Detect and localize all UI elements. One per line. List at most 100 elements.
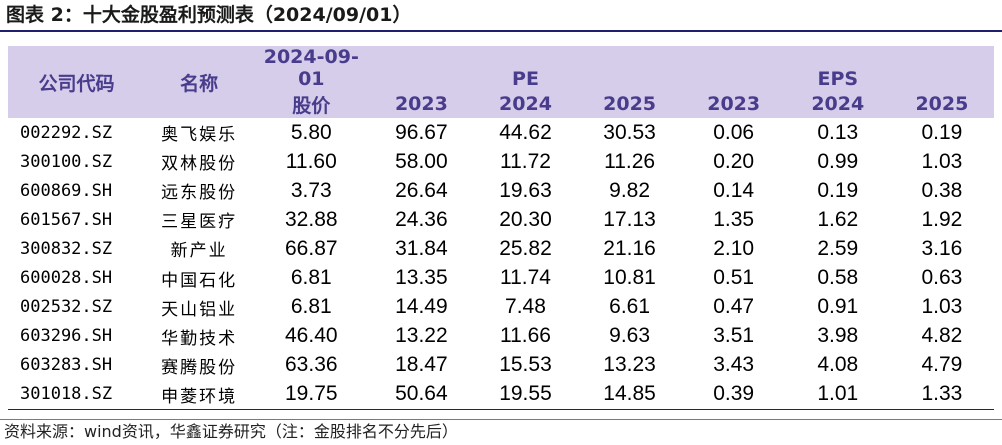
cell-price: 11.60	[285, 149, 337, 173]
header-eps-group: EPS	[681, 46, 994, 90]
cell-name: 赛腾股份	[161, 357, 238, 378]
cell-eps-2023: 0.14	[713, 178, 755, 202]
cell-eps-2024: 3.98	[817, 324, 859, 348]
cell-code: 603283.SH	[20, 355, 113, 376]
cell-eps-2024: 0.91	[817, 295, 859, 319]
title-divider	[0, 30, 1002, 32]
cell-name: 远东股份	[161, 183, 238, 204]
table-row: 002532.SZ 天山铝业 6.81 14.49 7.48 6.61 0.47…	[8, 293, 994, 322]
header-company-name: 名称	[145, 46, 254, 118]
cell-price: 66.87	[285, 236, 338, 260]
cell-eps-2024: 1.62	[817, 207, 859, 231]
cell-code: 300100.SZ	[20, 151, 113, 172]
cell-pe-2023: 13.22	[395, 324, 448, 348]
cell-pe-2024: 19.63	[499, 178, 552, 202]
cell-pe-2024: 7.48	[505, 295, 546, 319]
cell-price: 63.36	[285, 353, 338, 377]
table-row: 301018.SZ 申菱环境 19.75 50.64 19.55 14.85 0…	[8, 379, 994, 410]
cell-pe-2024: 11.72	[499, 149, 551, 173]
header-company-code: 公司代码	[8, 46, 146, 118]
source-footnote: 资料来源：wind资讯，华鑫证券研究（注：金股排名不分先后）	[4, 422, 458, 441]
header-pe-year: 2024	[473, 90, 578, 118]
table-row: 603296.SH 华勤技术 46.40 13.22 11.66 9.63 3.…	[8, 322, 994, 351]
table-row: 603283.SH 赛腾股份 63.36 18.47 15.53 13.23 3…	[8, 351, 994, 380]
header-pe-year: 2023	[369, 90, 474, 118]
cell-eps-2024: 0.13	[817, 120, 859, 144]
cell-eps-2023: 1.35	[713, 207, 755, 231]
cell-eps-2025: 0.63	[921, 266, 963, 290]
table-header: 公司代码 名称 2024-09-01 PE EPS 股价 2023 2024 2…	[8, 46, 994, 118]
cell-code: 603296.SH	[20, 326, 113, 347]
figure-title: 图表 2：十大金股盈利预测表（2024/09/01）	[6, 4, 412, 26]
cell-eps-2025: 0.38	[921, 178, 963, 202]
cell-name: 三星医疗	[161, 212, 238, 233]
cell-name: 华勤技术	[161, 328, 238, 349]
cell-pe-2023: 13.35	[395, 266, 448, 290]
table-body: 002292.SZ 奥飞娱乐 5.80 96.67 44.62 30.53 0.…	[8, 118, 994, 410]
cell-pe-2025: 11.26	[604, 149, 656, 173]
cell-pe-2025: 10.81	[603, 266, 656, 290]
cell-pe-2025: 14.85	[577, 379, 682, 410]
header-pe-group: PE	[369, 46, 682, 90]
cell-code: 600869.SH	[20, 180, 113, 201]
header-eps-year: 2025	[889, 90, 994, 118]
cell-pe-2024: 20.30	[499, 207, 552, 231]
cell-eps-2023: 0.39	[681, 379, 786, 410]
cell-eps-2023: 3.43	[713, 353, 755, 377]
cell-price: 5.80	[290, 120, 332, 144]
table-row: 600028.SH 中国石化 6.81 13.35 11.74 10.81 0.…	[8, 263, 994, 292]
cell-pe-2025: 21.16	[603, 236, 656, 260]
cell-code: 300832.SZ	[20, 238, 113, 259]
cell-code: 601567.SH	[20, 209, 113, 230]
cell-pe-2024: 11.74	[499, 266, 551, 290]
cell-pe-2023: 14.49	[395, 295, 448, 319]
cell-eps-2025: 4.82	[921, 324, 963, 348]
cell-pe-2025: 30.53	[603, 120, 656, 144]
cell-code: 002292.SZ	[20, 122, 113, 143]
cell-pe-2023: 96.67	[395, 120, 448, 144]
cell-eps-2025: 1.03	[921, 295, 963, 319]
cell-pe-2025: 17.13	[603, 207, 656, 231]
cell-eps-2024: 2.59	[817, 236, 859, 260]
cell-price: 3.73	[290, 178, 332, 202]
header-price-label: 股价	[253, 90, 370, 118]
forecast-table-container: 公司代码 名称 2024-09-01 PE EPS 股价 2023 2024 2…	[8, 46, 994, 410]
cell-pe-2024: 11.66	[499, 324, 551, 348]
cell-eps-2024: 0.19	[817, 178, 859, 202]
cell-pe-2024: 25.82	[499, 236, 552, 260]
cell-pe-2023: 26.64	[395, 178, 448, 202]
table-row: 600869.SH 远东股份 3.73 26.64 19.63 9.82 0.1…	[8, 176, 994, 205]
header-price-date: 2024-09-01	[253, 46, 370, 90]
table-row: 300832.SZ 新产业 66.87 31.84 25.82 21.16 2.…	[8, 234, 994, 263]
cell-price: 6.81	[290, 266, 332, 290]
cell-eps-2025: 1.92	[921, 207, 963, 231]
cell-eps-2023: 0.47	[713, 295, 755, 319]
cell-pe-2025: 6.61	[609, 295, 651, 319]
earnings-forecast-table: 公司代码 名称 2024-09-01 PE EPS 股价 2023 2024 2…	[8, 46, 994, 410]
cell-pe-2024: 15.53	[499, 353, 552, 377]
cell-eps-2025: 1.03	[921, 149, 963, 173]
cell-eps-2025: 3.16	[921, 236, 963, 260]
cell-pe-2023: 24.36	[395, 207, 448, 231]
cell-code: 002532.SZ	[20, 297, 113, 318]
cell-eps-2024: 0.58	[817, 266, 859, 290]
cell-eps-2023: 2.10	[713, 236, 755, 260]
cell-pe-2023: 50.64	[369, 379, 474, 410]
cell-pe-2025: 9.63	[609, 324, 651, 348]
cell-code: 600028.SH	[20, 268, 113, 289]
cell-eps-2024: 0.99	[817, 149, 859, 173]
cell-name: 天山铝业	[161, 299, 238, 320]
cell-eps-2023: 0.06	[713, 120, 755, 144]
cell-pe-2023: 58.00	[395, 149, 448, 173]
table-row: 300100.SZ 双林股份 11.60 58.00 11.72 11.26 0…	[8, 147, 994, 176]
cell-pe-2023: 31.84	[395, 236, 448, 260]
header-eps-year: 2024	[785, 90, 890, 118]
footnote-divider	[0, 419, 1002, 420]
cell-eps-2025: 0.19	[921, 120, 963, 144]
cell-eps-2023: 3.51	[713, 324, 755, 348]
header-pe-year: 2025	[577, 90, 682, 118]
cell-name: 新产业	[170, 241, 228, 262]
cell-eps-2023: 0.51	[713, 266, 755, 290]
cell-name: 申菱环境	[145, 379, 254, 410]
table-row: 601567.SH 三星医疗 32.88 24.36 20.30 17.13 1…	[8, 205, 994, 234]
